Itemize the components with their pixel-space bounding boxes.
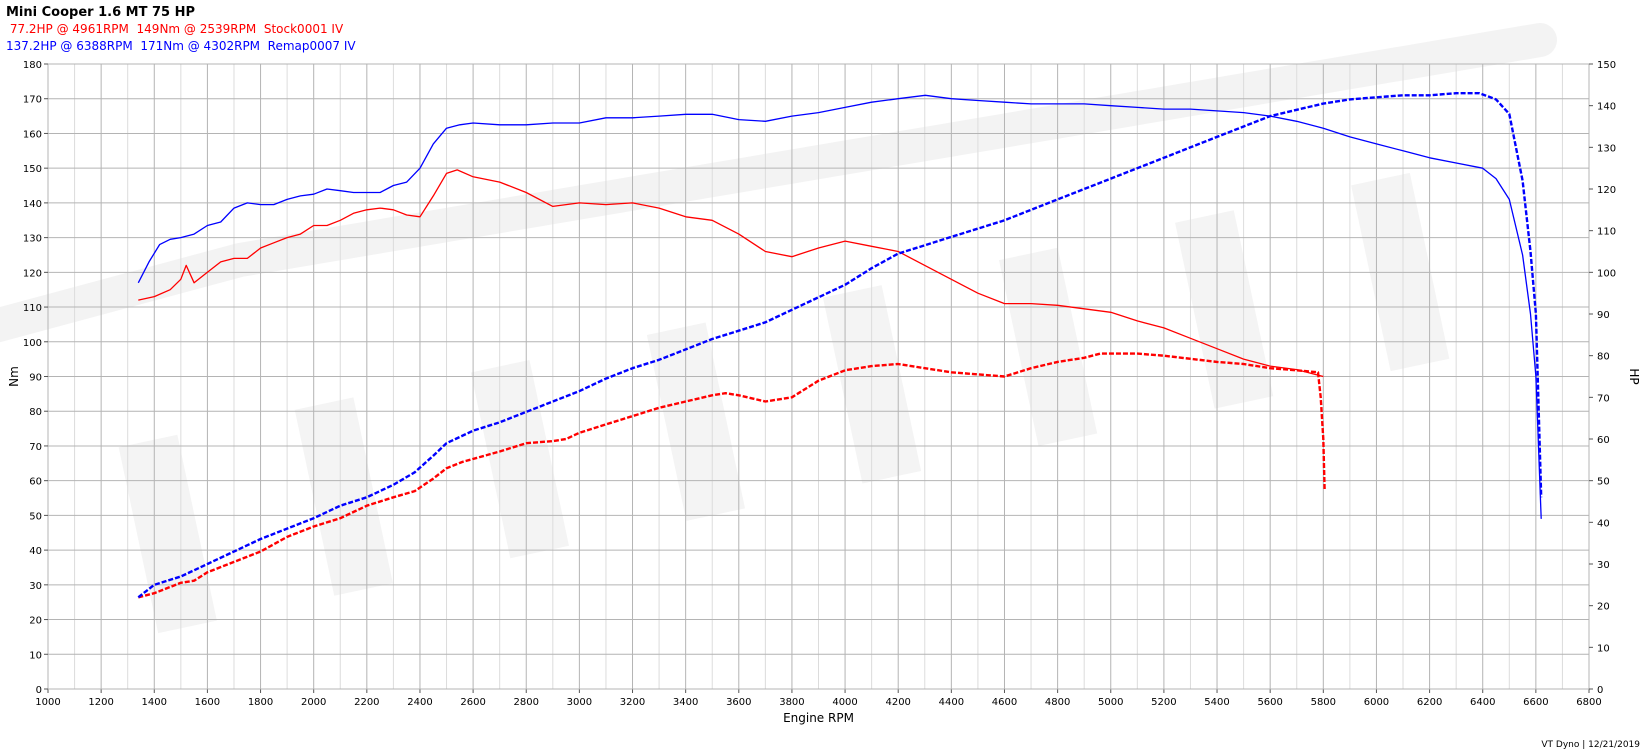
- y2-tick-label: 0: [1597, 685, 1603, 696]
- x-tick-label: 2800: [514, 697, 539, 708]
- remap-power-line: [137, 92, 1543, 599]
- y-tick-label: 40: [29, 546, 42, 557]
- x-tick-label: 4400: [939, 697, 964, 708]
- y2-tick-label: 50: [1597, 477, 1610, 488]
- y-tick-label: 180: [23, 60, 42, 71]
- x-tick-label: 3000: [567, 697, 592, 708]
- y2-tick-label: 130: [1597, 143, 1616, 154]
- stock-power: 77.2HP @: [6, 22, 69, 36]
- x-tick-label: 5200: [1151, 697, 1176, 708]
- x-tick-label: 3600: [726, 697, 751, 708]
- y-tick-label: 70: [29, 442, 42, 453]
- stock-torque: 149Nm @ 2539RPM: [132, 22, 257, 36]
- y2-tick-label: 100: [1597, 268, 1616, 279]
- y2-tick-label: 70: [1597, 393, 1610, 404]
- y2-tick-label: 20: [1597, 602, 1610, 613]
- y-tick-label: 30: [29, 581, 42, 592]
- x-tick-label: 2000: [301, 697, 326, 708]
- remap-power-rpm: 6388RPM: [72, 39, 133, 53]
- x-axis-label: Engine RPM: [783, 711, 854, 725]
- x-tick-label: 1400: [142, 697, 167, 708]
- y2-tick-label: 30: [1597, 560, 1610, 571]
- y-tick-label: 50: [29, 511, 42, 522]
- x-tick-label: 1600: [195, 697, 220, 708]
- y-tick-label: 10: [29, 650, 42, 661]
- y-tick-label: 120: [23, 268, 42, 279]
- x-tick-label: 5400: [1204, 697, 1229, 708]
- x-tick-label: 3200: [620, 697, 645, 708]
- y-tick-label: 80: [29, 407, 42, 418]
- x-tick-label: 4200: [885, 697, 910, 708]
- y-tick-label: 150: [23, 164, 42, 175]
- remap-summary-row: 137.2HP @ 6388RPM 171Nm @ 4302RPM Remap0…: [6, 38, 356, 55]
- y2-tick-label: 80: [1597, 352, 1610, 363]
- x-tick-label: 4000: [832, 697, 857, 708]
- stock-power-rpm: 4961RPM: [68, 22, 129, 36]
- y2-tick-label: 150: [1597, 60, 1616, 71]
- remap-label: Remap0007 IV: [263, 39, 356, 53]
- y-tick-label: 110: [23, 303, 42, 314]
- x-tick-label: 2400: [407, 697, 432, 708]
- x-tick-label: 1200: [88, 697, 113, 708]
- x-tick-label: 5600: [1257, 697, 1282, 708]
- x-tick-label: 4600: [992, 697, 1017, 708]
- x-tick-label: 3800: [779, 697, 804, 708]
- y2-tick-label: 60: [1597, 435, 1610, 446]
- x-tick-label: 5800: [1311, 697, 1336, 708]
- x-tick-label: 6400: [1470, 697, 1495, 708]
- y-tick-label: 100: [23, 338, 42, 349]
- chart-header: Mini Cooper 1.6 MT 75 HP 77.2HP @ 4961RP…: [6, 4, 356, 55]
- stock-torque-line: [138, 169, 1324, 378]
- x-tick-label: 4800: [1045, 697, 1070, 708]
- y2-tick-label: 40: [1597, 518, 1610, 529]
- remap-power: 137.2HP @: [6, 39, 73, 53]
- stock-summary-row: 77.2HP @ 4961RPM 149Nm @ 2539RPM Stock00…: [6, 21, 356, 38]
- footer-credit: VT Dyno | 12/21/2019: [1541, 740, 1640, 750]
- x-tick-label: 6000: [1364, 697, 1389, 708]
- remap-torque-line: [137, 94, 1542, 519]
- y-tick-label: 140: [23, 199, 42, 210]
- y-tick-label: 0: [36, 685, 42, 696]
- y-tick-label: 160: [23, 129, 42, 140]
- x-tick-label: 2200: [354, 697, 379, 708]
- y2-tick-label: 110: [1597, 227, 1616, 238]
- x-tick-label: 6800: [1576, 697, 1601, 708]
- y-tick-label: 60: [29, 477, 42, 488]
- chart-title: Mini Cooper 1.6 MT 75 HP: [6, 5, 196, 20]
- y2-tick-label: 10: [1597, 643, 1610, 654]
- x-tick-label: 6200: [1417, 697, 1442, 708]
- y-tick-label: 90: [29, 373, 42, 384]
- y-axis-label: Nm: [7, 366, 21, 387]
- y-tick-label: 170: [23, 95, 42, 106]
- y2-axis-label: HP: [1627, 368, 1641, 384]
- stock-label: Stock0001 IV: [260, 22, 344, 36]
- y2-tick-label: 90: [1597, 310, 1610, 321]
- x-tick-label: 5000: [1098, 697, 1123, 708]
- stock-power-line: [138, 352, 1326, 599]
- y-tick-label: 20: [29, 616, 42, 627]
- x-tick-label: 6600: [1523, 697, 1548, 708]
- x-tick-label: 2600: [460, 697, 485, 708]
- x-tick-label: 1000: [35, 697, 60, 708]
- y2-tick-label: 120: [1597, 185, 1616, 196]
- y2-tick-label: 140: [1597, 102, 1616, 113]
- x-tick-label: 1800: [248, 697, 273, 708]
- remap-torque: 171Nm @ 4302RPM: [136, 39, 261, 53]
- y-tick-label: 130: [23, 234, 42, 245]
- x-tick-label: 3400: [673, 697, 698, 708]
